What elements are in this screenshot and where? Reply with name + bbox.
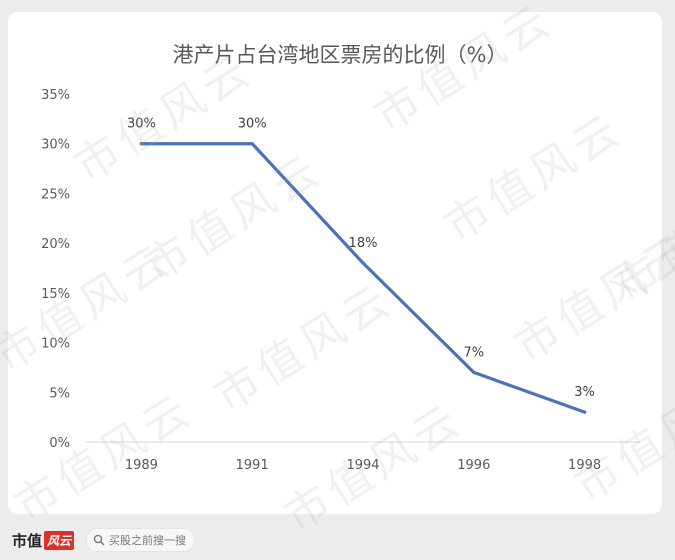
data-point (472, 370, 476, 374)
chart-title: 港产片占台湾地区票房的比例（%） (173, 43, 508, 67)
x-tick-label: 1998 (568, 458, 601, 473)
x-tick-label: 1991 (236, 458, 269, 473)
y-tick-label: 20% (41, 237, 70, 252)
y-tick-label: 5% (49, 386, 70, 401)
chart-card: 港产片占台湾地区票房的比例（%） 0% 5% 10% 15% 20% 25% 30% 35% … (8, 12, 662, 514)
data-label: 30% (127, 117, 156, 132)
x-tick-label: 1994 (346, 458, 379, 473)
data-labels: 30% 30% 18% 7% 3% (127, 117, 595, 400)
data-label: 3% (574, 385, 595, 400)
data-point (250, 142, 254, 146)
y-tick-label: 35% (41, 88, 70, 103)
data-point (139, 142, 143, 146)
search-box[interactable]: 买股之前搜一搜 (86, 528, 196, 552)
y-tick-label: 0% (49, 436, 70, 451)
data-label: 18% (349, 236, 378, 251)
y-tick-label: 30% (41, 138, 70, 153)
data-point (361, 261, 365, 265)
x-tick-label: 1989 (125, 458, 158, 473)
data-point (583, 410, 587, 414)
search-icon (93, 534, 105, 546)
search-placeholder: 买股之前搜一搜 (109, 534, 187, 547)
series-group (139, 142, 587, 414)
series-line (139, 142, 587, 414)
x-tick-label: 1996 (457, 458, 490, 473)
y-tick-label: 25% (41, 187, 70, 202)
brand-badge: 风云 (44, 530, 75, 550)
brand-logo: 市值 风云 (12, 530, 75, 551)
brand-text: 市值 (12, 531, 43, 550)
footer-bar: 市值 风云 买股之前搜一搜 (0, 520, 675, 560)
y-tick-label: 15% (41, 287, 70, 302)
y-tick-label: 10% (41, 337, 70, 352)
x-axis: 1989 1991 1994 1996 1998 (86, 441, 640, 473)
y-axis: 0% 5% 10% 15% 20% 25% 30% 35% (41, 88, 70, 451)
data-label: 7% (463, 345, 484, 360)
data-label: 30% (238, 117, 267, 132)
line-chart: 港产片占台湾地区票房的比例（%） 0%5%10%15%20%25%30%35% … (41, 43, 640, 473)
